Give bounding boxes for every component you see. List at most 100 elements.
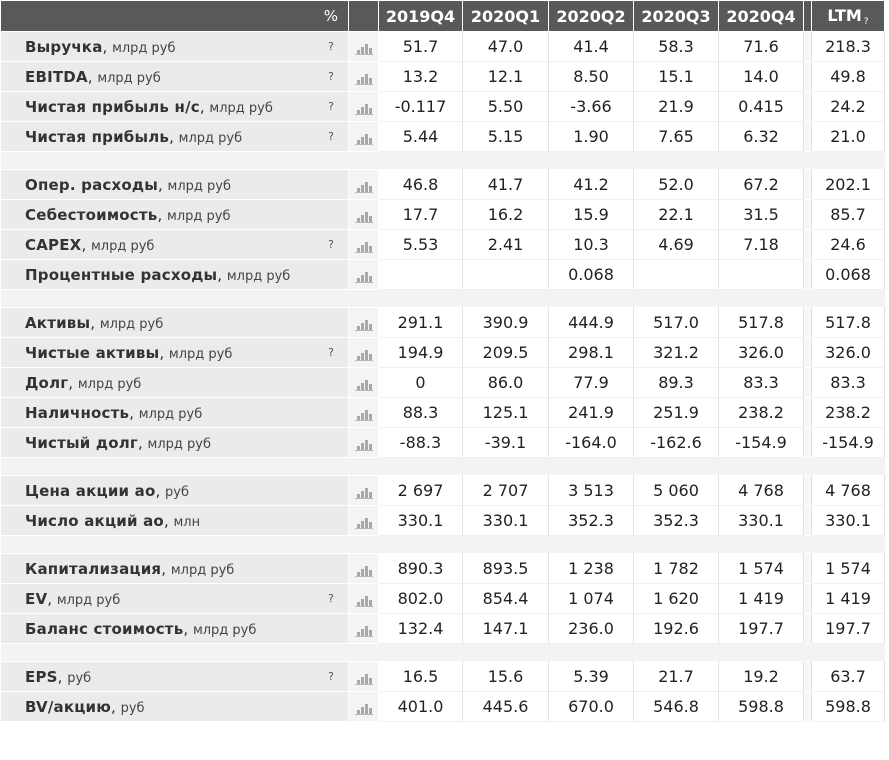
metric-name[interactable]: Чистая прибыль н/с — [25, 97, 200, 116]
metric-name[interactable]: Число акций ао — [25, 511, 164, 530]
ltm-header: LTM? — [811, 0, 885, 32]
period-header: 2020Q4 — [718, 0, 804, 32]
bar-chart-icon[interactable] — [354, 41, 373, 55]
chart-button-cell[interactable] — [348, 307, 379, 338]
help-icon[interactable]: ? — [328, 70, 334, 83]
chart-button-cell[interactable] — [348, 367, 379, 398]
value-cell: 326.0 — [718, 337, 804, 368]
help-icon[interactable]: ? — [328, 100, 334, 113]
bar-chart-icon[interactable] — [354, 377, 373, 391]
bar-chart-icon-bar — [360, 76, 364, 84]
metric-name[interactable]: Цена акции ао — [25, 481, 156, 500]
metric-name-cell: EBITDA, млрд руб? — [0, 61, 349, 92]
chart-button-cell[interactable] — [348, 199, 379, 230]
value-cell: 86.0 — [462, 367, 549, 398]
metric-name[interactable]: Активы — [25, 313, 91, 332]
bar-chart-icon[interactable] — [354, 101, 373, 115]
value-cell: 46.8 — [378, 169, 463, 200]
bar-chart-icon[interactable] — [354, 131, 373, 145]
bar-chart-icon[interactable] — [354, 701, 373, 715]
chart-button-cell[interactable] — [348, 337, 379, 368]
help-icon[interactable]: ? — [328, 592, 334, 605]
metric-row: Выручка, млрд руб? 51.7 47.0 41.4 58.3 71.6 21… — [0, 31, 885, 62]
chart-button-cell[interactable] — [348, 91, 379, 122]
metric-name[interactable]: Баланс стоимость — [25, 619, 184, 638]
metric-name[interactable]: Наличность — [25, 403, 130, 422]
value-cell: 89.3 — [633, 367, 719, 398]
metric-name[interactable]: Процентные расходы — [25, 265, 218, 284]
chart-button-cell[interactable] — [348, 505, 379, 536]
chart-button-cell[interactable] — [348, 169, 379, 200]
chart-button-cell[interactable] — [348, 31, 379, 62]
metric-name-cell: CAPEX, млрд руб? — [0, 229, 349, 260]
chart-button-cell[interactable] — [348, 475, 379, 506]
help-icon[interactable]: ? — [328, 40, 334, 53]
bar-chart-icon[interactable] — [354, 515, 373, 529]
metric-name[interactable]: Долг — [25, 373, 69, 392]
percent-toggle[interactable]: % — [0, 0, 349, 32]
bar-chart-icon-bar — [368, 599, 372, 606]
metric-name[interactable]: Себестоимость — [25, 205, 158, 224]
metric-name[interactable]: EV — [25, 589, 48, 608]
chart-button-cell[interactable] — [348, 691, 379, 722]
chart-button-cell[interactable] — [348, 397, 379, 428]
metric-name[interactable]: CAPEX — [25, 235, 82, 254]
bar-chart-icon[interactable] — [354, 71, 373, 85]
metric-name[interactable]: Чистый долг — [25, 433, 138, 452]
metric-name[interactable]: Капитализация — [25, 559, 162, 578]
help-icon[interactable]: ? — [328, 238, 334, 251]
bar-chart-icon-bar — [364, 133, 368, 144]
bar-chart-icon-bar — [356, 139, 360, 144]
bar-chart-icon[interactable] — [354, 179, 373, 193]
metric-unit: млрд руб — [97, 70, 161, 86]
bar-chart-icon-bar — [364, 211, 368, 222]
metric-name-comma: , — [47, 589, 57, 608]
metric-name[interactable]: Чистые активы — [25, 343, 160, 362]
bar-chart-icon[interactable] — [354, 437, 373, 451]
metric-name[interactable]: Выручка — [25, 37, 103, 56]
value-cell: 444.9 — [548, 307, 634, 338]
chart-button-cell[interactable] — [348, 229, 379, 260]
metric-name[interactable]: EBITDA — [25, 67, 88, 86]
help-icon[interactable]: ? — [328, 670, 334, 683]
chart-button-cell[interactable] — [348, 661, 379, 692]
bar-chart-icon[interactable] — [354, 407, 373, 421]
metric-name-cell: Процентные расходы, млрд руб — [0, 259, 349, 290]
bar-chart-icon-bar — [356, 247, 360, 252]
help-icon[interactable]: ? — [328, 346, 334, 359]
bar-chart-icon-bar — [360, 442, 364, 450]
metric-name[interactable]: Опер. расходы — [25, 175, 158, 194]
bar-chart-icon[interactable] — [354, 209, 373, 223]
bar-chart-icon-bar — [356, 571, 360, 576]
bar-chart-icon[interactable] — [354, 239, 373, 253]
bar-chart-icon[interactable] — [354, 485, 373, 499]
metric-name-comma: , — [169, 127, 179, 146]
chart-button-cell[interactable] — [348, 583, 379, 614]
help-icon[interactable]: ? — [328, 130, 334, 143]
bar-chart-icon-bar — [364, 565, 368, 576]
bar-chart-icon[interactable] — [354, 563, 373, 577]
chart-button-cell[interactable] — [348, 61, 379, 92]
metric-name[interactable]: BV/акцию — [25, 697, 112, 716]
metric-unit: млрд руб — [138, 406, 203, 422]
chart-button-cell[interactable] — [348, 259, 379, 290]
metric-name[interactable]: Чистая прибыль — [25, 127, 170, 146]
bar-chart-icon[interactable] — [354, 269, 373, 283]
bar-chart-icon[interactable] — [354, 347, 373, 361]
chart-button-cell[interactable] — [348, 613, 379, 644]
bar-chart-icon[interactable] — [354, 317, 373, 331]
bar-chart-icon[interactable] — [354, 623, 373, 637]
chart-button-cell[interactable] — [348, 427, 379, 458]
value-cell: 2 697 — [378, 475, 463, 506]
metric-name[interactable]: EPS — [25, 667, 58, 686]
bar-chart-icon[interactable] — [354, 671, 373, 685]
bar-chart-icon-bar — [364, 703, 368, 714]
column-spacer — [803, 397, 812, 428]
value-cell: 47.0 — [462, 31, 549, 62]
chart-button-cell[interactable] — [348, 121, 379, 152]
chart-button-cell[interactable] — [348, 553, 379, 584]
bar-chart-icon-bar — [356, 523, 360, 528]
column-spacer — [803, 199, 812, 230]
bar-chart-icon[interactable] — [354, 593, 373, 607]
ltm-help-icon[interactable]: ? — [863, 16, 869, 27]
